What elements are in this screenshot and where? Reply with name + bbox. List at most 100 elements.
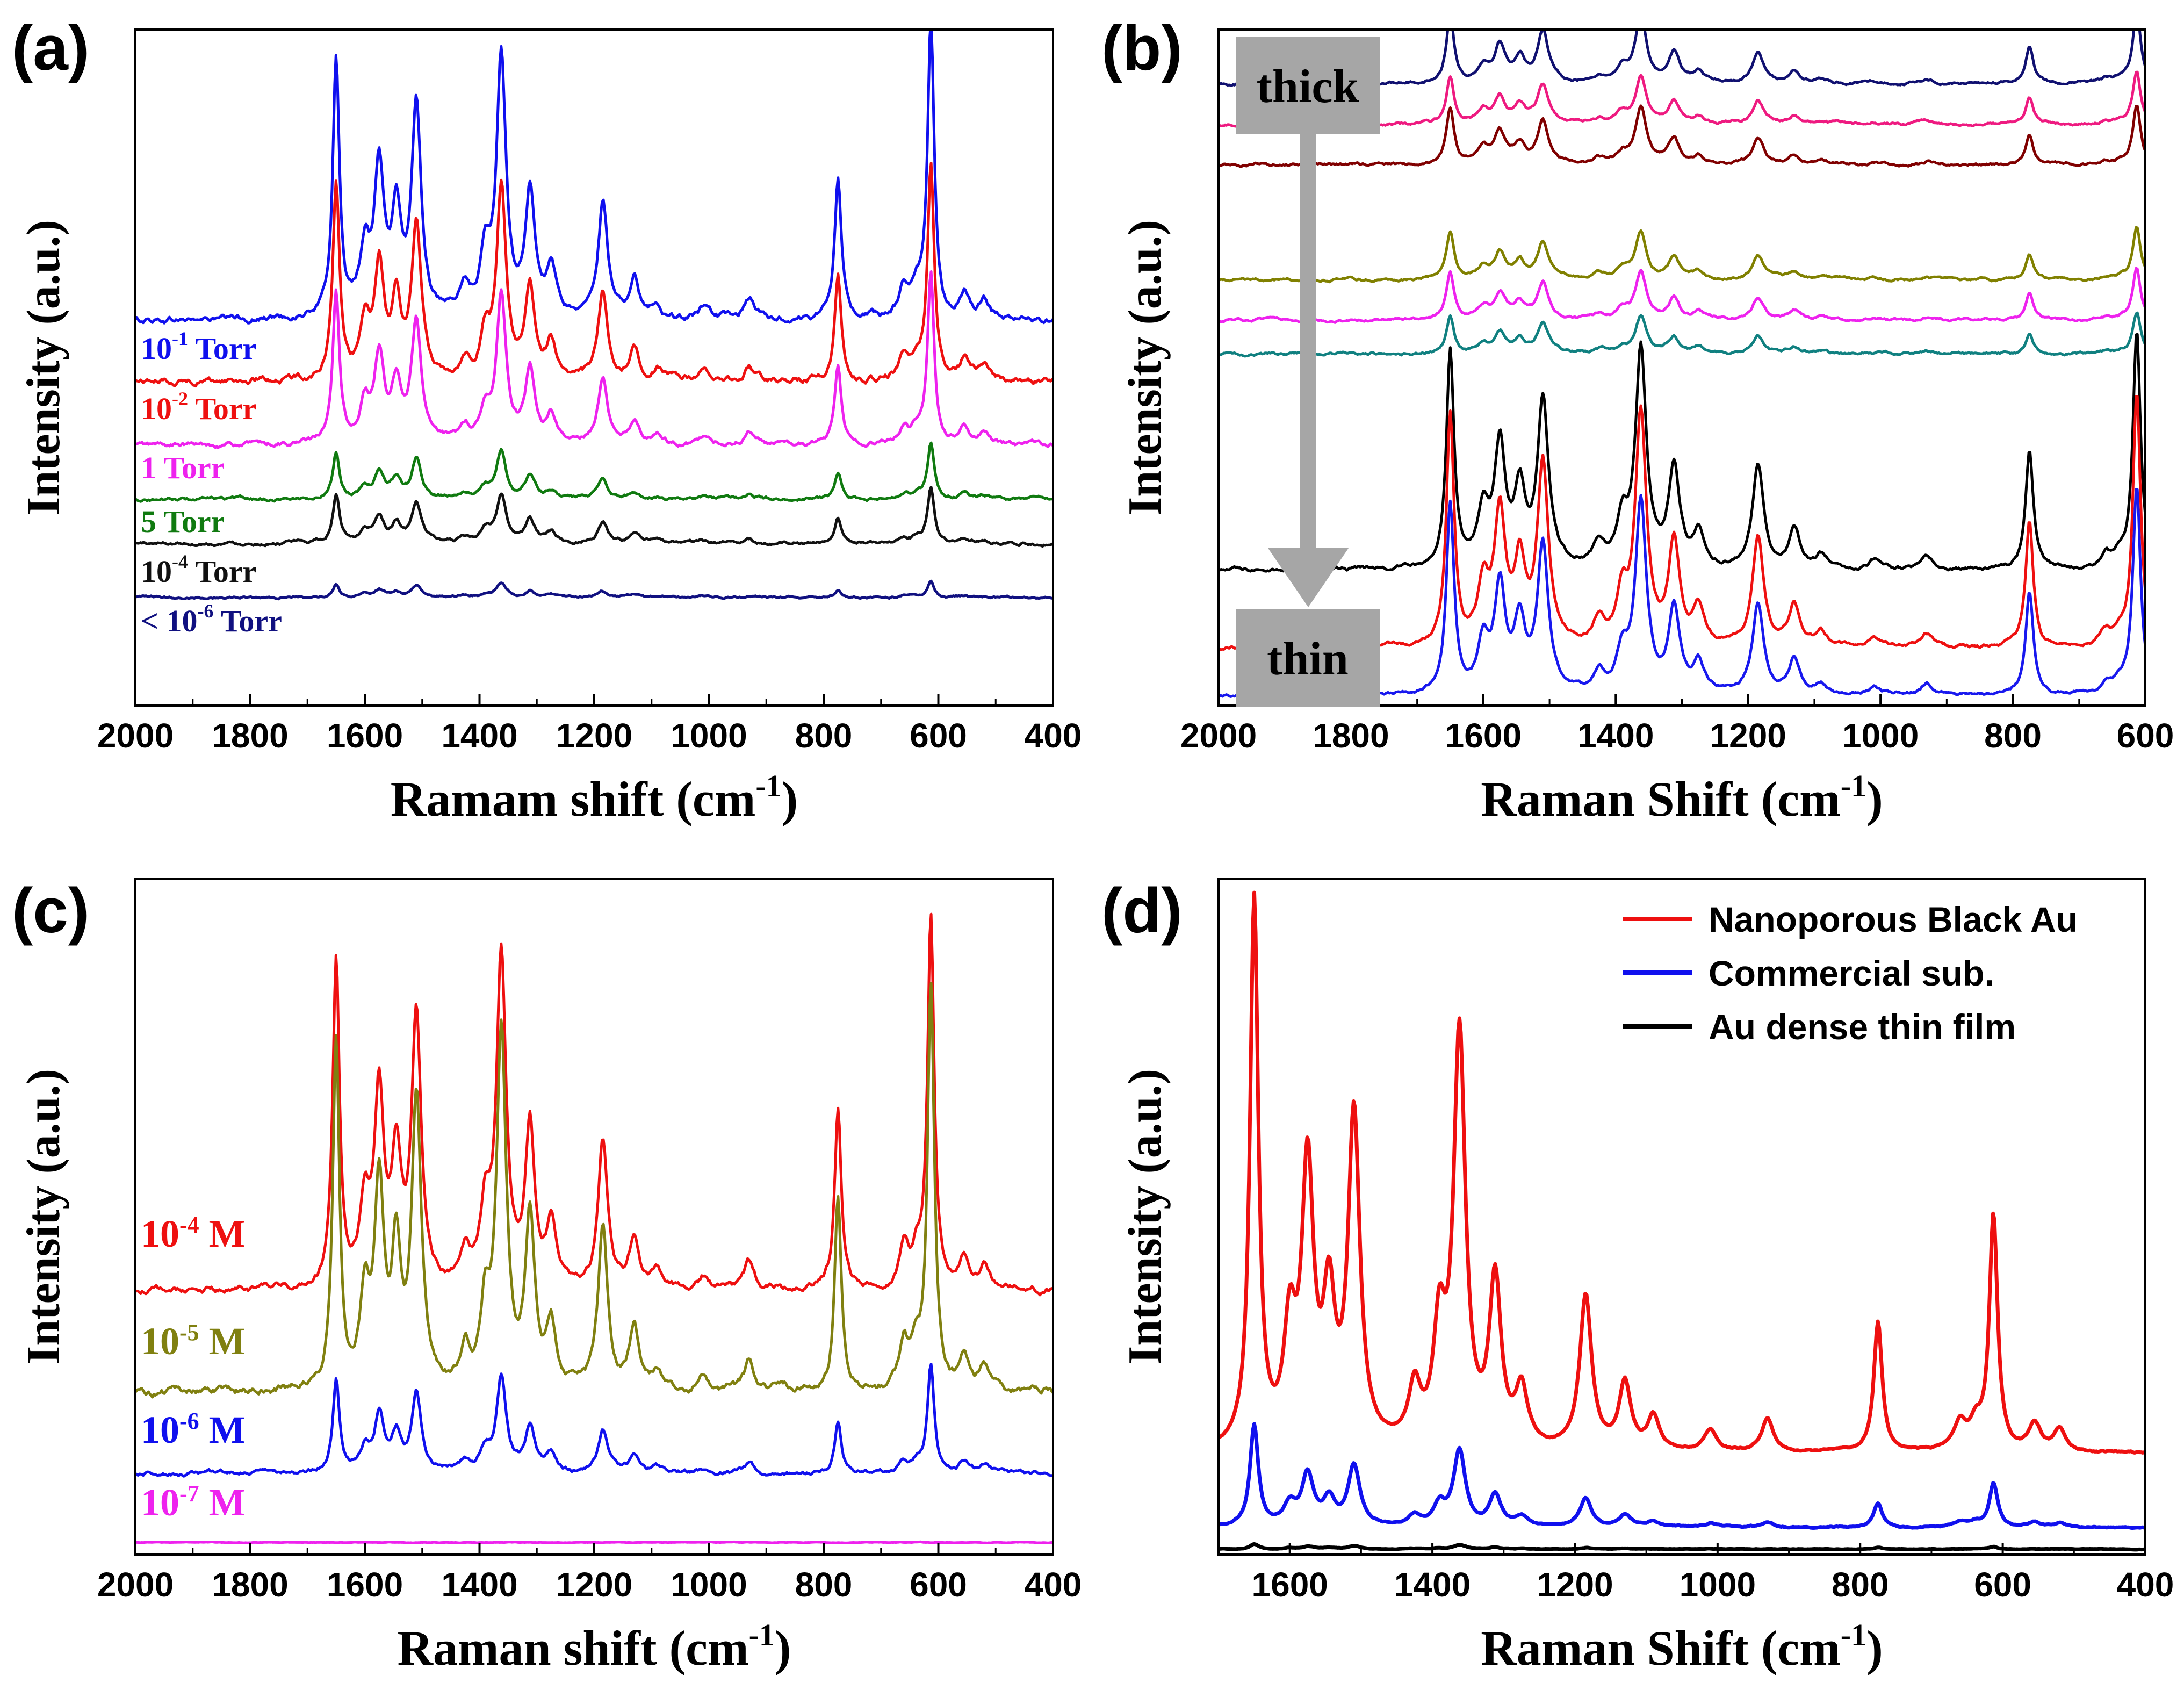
x-axis-label-text: Raman Shift (cm xyxy=(1481,772,1841,826)
x-tick-label: 400 xyxy=(1025,1565,1082,1604)
series-line-2 xyxy=(135,162,1053,388)
x-tick-label: 800 xyxy=(795,1565,853,1604)
series-line-5 xyxy=(1219,267,2145,324)
series-label: 10-4 M xyxy=(141,1212,246,1255)
series-label: 5 Torr xyxy=(141,504,225,539)
x-axis-label: Raman shift (cm-1) xyxy=(397,1617,791,1675)
series-line-3 xyxy=(1219,104,2145,168)
series-label-exp: -2 xyxy=(172,388,188,409)
x-axis-label-close: ) xyxy=(1866,772,1883,826)
series-line-7 xyxy=(1219,333,2145,574)
series-line-2 xyxy=(135,982,1053,1399)
x-tick-label: 600 xyxy=(910,716,967,755)
series-group xyxy=(135,30,1053,601)
series-line-1 xyxy=(135,912,1053,1297)
x-tick-label: 1600 xyxy=(1445,716,1522,755)
x-tick-label: 1000 xyxy=(1842,716,1919,755)
thin-label: thin xyxy=(1267,633,1349,685)
x-tick-label: 1400 xyxy=(1394,1565,1471,1604)
series-label-unit: Torr xyxy=(188,331,256,366)
x-axis-label: Raman Shift (cm-1) xyxy=(1481,1617,1883,1675)
series-label: 10-5 M xyxy=(141,1319,246,1363)
panel-label: (d) xyxy=(1101,875,1183,946)
series-label-exp: -4 xyxy=(179,1212,199,1238)
series-label-unit: Torr xyxy=(188,554,256,589)
series-label-exp: -6 xyxy=(179,1408,199,1434)
arrow-head xyxy=(1268,548,1349,607)
x-axis-label-sup: -1 xyxy=(1841,768,1866,803)
series-label-base: 10 xyxy=(141,1320,179,1363)
series-label: 10-6 M xyxy=(141,1408,246,1451)
series-label: 10-4 Torr xyxy=(141,551,256,589)
series-label-base: 10 xyxy=(141,331,172,366)
x-axis-label-sup: -1 xyxy=(749,1617,775,1652)
series-label-base: 5 Torr xyxy=(141,504,225,539)
x-tick-label: 1400 xyxy=(1577,716,1654,755)
x-tick-label: 800 xyxy=(1984,716,2042,755)
series-label-unit: M xyxy=(199,1408,246,1451)
x-axis-label-text: Raman Shift (cm xyxy=(1481,1621,1841,1675)
y-axis-label: Intensity (a.u.) xyxy=(18,220,70,515)
x-tick-label: 800 xyxy=(795,716,853,755)
series-label-exp: -5 xyxy=(179,1319,199,1346)
series-label: 10-1 Torr xyxy=(141,328,256,366)
x-tick-label: 1200 xyxy=(556,716,632,755)
series-label-base: < 10 xyxy=(141,603,198,638)
x-tick-label: 2000 xyxy=(1180,716,1257,755)
series-label: 10-7 M xyxy=(141,1480,246,1524)
series-line-4 xyxy=(135,1540,1053,1544)
plot-frame xyxy=(134,878,1054,1556)
series-line-5 xyxy=(135,486,1053,548)
series-label-base: 10 xyxy=(141,554,172,589)
x-tick-label: 800 xyxy=(1832,1565,1889,1604)
legend-label: Nanoporous Black Au xyxy=(1709,900,2078,939)
panel-label: (b) xyxy=(1101,13,1183,84)
x-tick-label: 400 xyxy=(1025,716,1082,755)
series-label: < 10-6 Torr xyxy=(141,600,282,638)
series-label: 1 Torr xyxy=(141,450,225,485)
thick-box xyxy=(1236,37,1380,134)
panel-d: 1600 1400 1200 1000 800 600 400 (d) Intensity (a… xyxy=(1101,875,2174,1675)
x-axis-label-close: ) xyxy=(775,1621,791,1675)
series-label-unit: Torr xyxy=(188,391,256,426)
plot-frame xyxy=(1217,878,2146,1556)
thin-box xyxy=(1236,609,1380,707)
series-label-exp: -6 xyxy=(198,600,214,622)
x-axis-label: Ramam shift (cm-1) xyxy=(391,768,798,826)
series-label: 10-2 Torr xyxy=(141,388,256,426)
series-label-unit: Torr xyxy=(214,603,282,638)
series-label-base: 10 xyxy=(141,391,172,426)
series-line-6 xyxy=(1219,311,2145,358)
x-tick-label: 2000 xyxy=(97,1565,174,1604)
x-tick-label: 1200 xyxy=(1710,716,1786,755)
x-tick-label: 1200 xyxy=(556,1565,632,1604)
y-axis-label: Intensity (a.u.) xyxy=(1119,220,1171,515)
x-tick-label: 1800 xyxy=(1313,716,1389,755)
x-tick-label: 1600 xyxy=(327,716,403,755)
series-label-unit: M xyxy=(199,1212,246,1255)
x-axis-label-text: Ramam shift (cm xyxy=(391,772,756,826)
x-tick-label: 1800 xyxy=(212,1565,288,1604)
x-tick-label: 400 xyxy=(2117,1565,2174,1604)
series-label-exp: -1 xyxy=(172,328,188,349)
series-label-unit: M xyxy=(199,1320,246,1363)
series-label-unit: M xyxy=(199,1481,246,1524)
series-line-6 xyxy=(135,579,1053,601)
series-line-1 xyxy=(135,30,1053,325)
series-line-3 xyxy=(135,1363,1053,1478)
series-group xyxy=(1219,890,2145,1552)
series-group xyxy=(135,912,1053,1544)
x-axis-label-text: Raman shift (cm xyxy=(397,1621,748,1675)
x-tick-label: 2000 xyxy=(97,716,174,755)
x-tick-label: 1200 xyxy=(1537,1565,1613,1604)
x-tick-label: 1600 xyxy=(1252,1565,1328,1604)
series-line-4 xyxy=(1219,226,2145,284)
x-tick-label: 1600 xyxy=(327,1565,403,1604)
panel-label: (c) xyxy=(12,875,89,946)
x-tick-label: 1400 xyxy=(441,716,517,755)
x-tick-label: 600 xyxy=(910,1565,967,1604)
series-label-base: 10 xyxy=(141,1481,179,1524)
x-tick-label: 1000 xyxy=(671,1565,747,1604)
series-line-2 xyxy=(1219,1422,2145,1530)
series-line-4 xyxy=(135,441,1053,503)
